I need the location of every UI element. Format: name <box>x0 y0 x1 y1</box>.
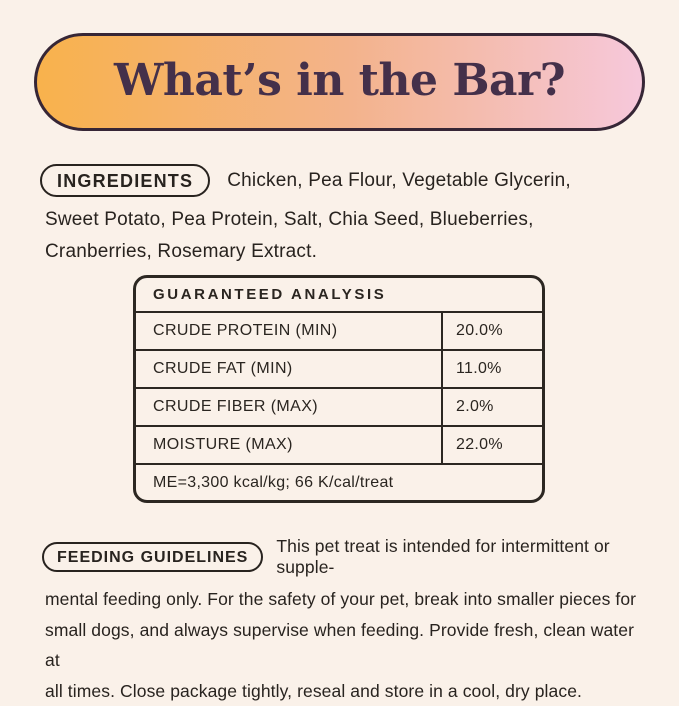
feeding-text-line: all times. Close package tightly, reseal… <box>45 676 648 706</box>
analysis-table-title: GUARANTEED ANALYSIS <box>136 278 542 313</box>
table-row: CRUDE FAT (MIN) 11.0% <box>136 351 542 389</box>
feeding-text-line: small dogs, and always supervise when fe… <box>45 615 648 676</box>
feeding-guidelines-section: FEEDING GUIDELINES This pet treat is int… <box>42 536 648 706</box>
feeding-first-row: FEEDING GUIDELINES This pet treat is int… <box>42 536 648 578</box>
ingredients-text-line: Cranberries, Rosemary Extract. <box>45 236 646 268</box>
guaranteed-analysis-table: GUARANTEED ANALYSIS CRUDE PROTEIN (MIN) … <box>133 275 545 503</box>
feeding-label-pill: FEEDING GUIDELINES <box>42 542 263 572</box>
page-title: What’s in the Bar? <box>114 55 565 110</box>
row-label: CRUDE PROTEIN (MIN) <box>136 313 441 349</box>
table-row: MOISTURE (MAX) 22.0% <box>136 427 542 465</box>
row-value: 20.0% <box>441 313 542 349</box>
row-value: 2.0% <box>441 389 542 425</box>
ingredients-label-pill: INGREDIENTS <box>40 164 210 197</box>
row-value: 11.0% <box>441 351 542 387</box>
row-value: 22.0% <box>441 427 542 463</box>
table-row: CRUDE PROTEIN (MIN) 20.0% <box>136 313 542 351</box>
ingredients-text-line: Sweet Potato, Pea Protein, Salt, Chia Se… <box>45 204 646 236</box>
ingredients-first-row: INGREDIENTS Chicken, Pea Flour, Vegetabl… <box>40 164 646 197</box>
row-label: CRUDE FAT (MIN) <box>136 351 441 387</box>
feeding-text-line: mental feeding only. For the safety of y… <box>45 584 648 615</box>
header-banner: What’s in the Bar? <box>34 33 645 131</box>
infographic-panel: { "page": { "background": "#FAF1E9", "te… <box>0 0 679 679</box>
feeding-label: FEEDING GUIDELINES <box>57 549 248 567</box>
row-label: MOISTURE (MAX) <box>136 427 441 463</box>
table-footnote: ME=3,300 kcal/kg; 66 K/cal/treat <box>136 465 542 500</box>
row-label: CRUDE FIBER (MAX) <box>136 389 441 425</box>
ingredients-label: INGREDIENTS <box>57 171 193 192</box>
table-row: CRUDE FIBER (MAX) 2.0% <box>136 389 542 427</box>
ingredients-text-line: Chicken, Pea Flour, Vegetable Glycerin, <box>227 170 571 192</box>
feeding-text-line: This pet treat is intended for intermitt… <box>276 536 648 578</box>
ingredients-section: INGREDIENTS Chicken, Pea Flour, Vegetabl… <box>40 164 646 267</box>
